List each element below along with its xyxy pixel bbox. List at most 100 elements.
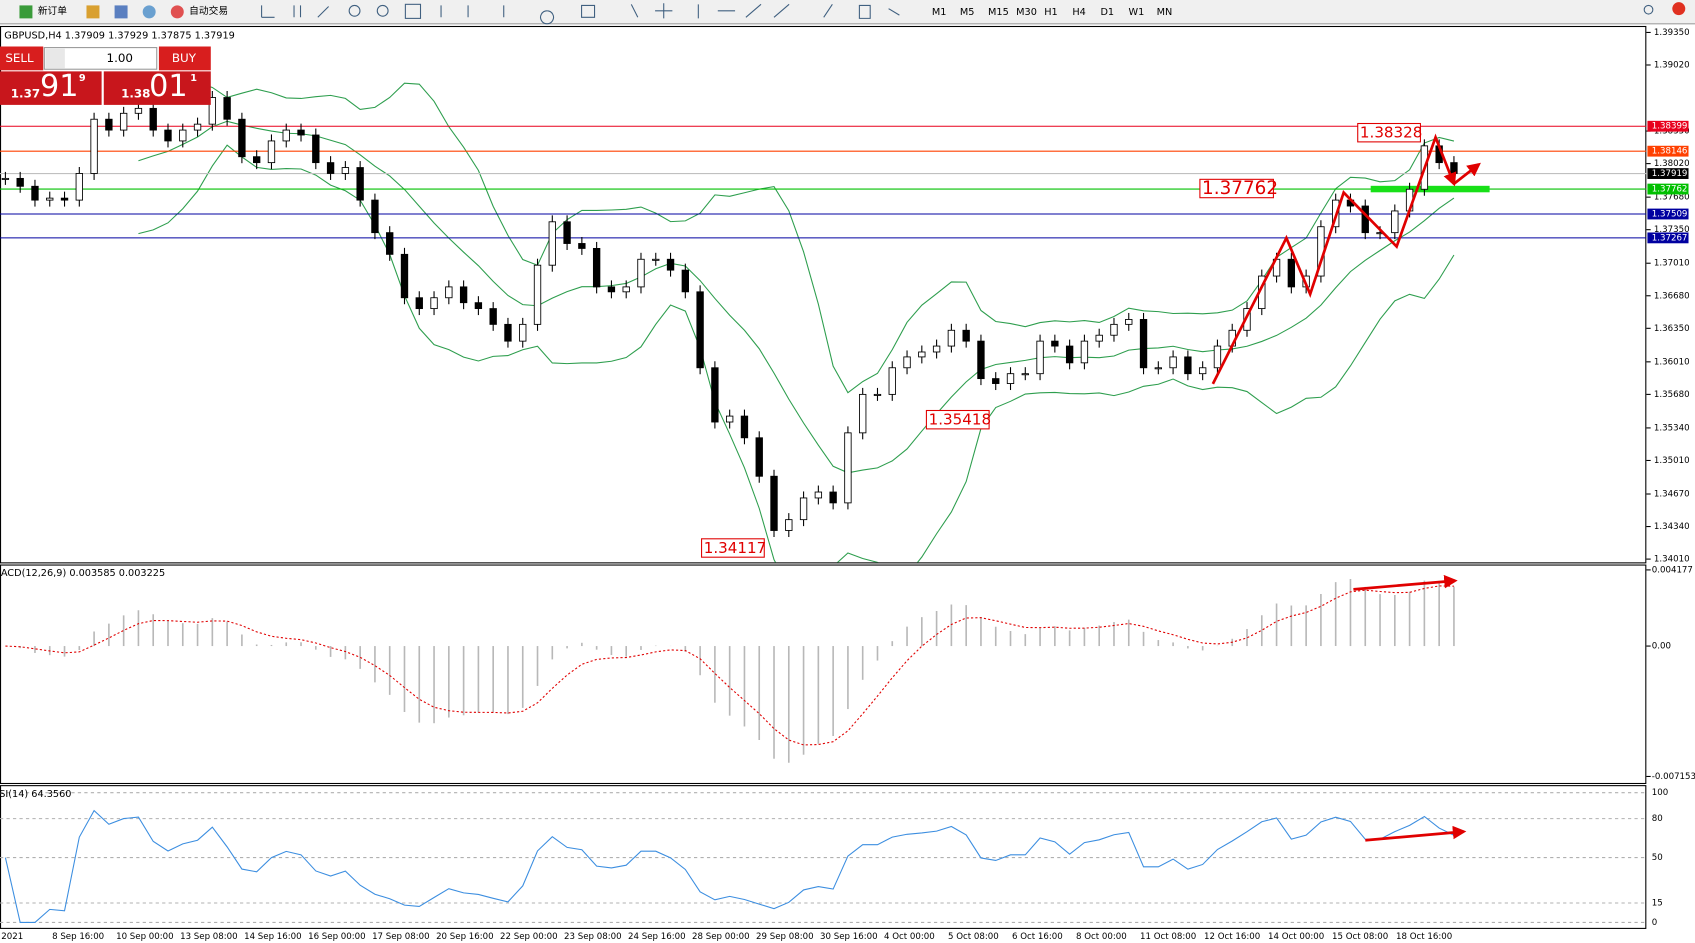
timeframe[interactable]: M30 bbox=[1016, 7, 1037, 18]
candle bbox=[992, 378, 1000, 384]
y-tick-label: 1.37680 bbox=[1654, 193, 1690, 203]
y-tick-label: 1.35680 bbox=[1654, 390, 1690, 400]
notification[interactable] bbox=[1672, 2, 1686, 16]
tool-icon[interactable] bbox=[114, 5, 128, 19]
rsi-line bbox=[4, 809, 1455, 923]
price-annotation: 1.37762 bbox=[1202, 178, 1278, 199]
level-label: 1.37762 bbox=[1652, 185, 1688, 195]
zoom-out[interactable] bbox=[376, 4, 389, 17]
y-tick-label: 100 bbox=[1652, 788, 1668, 798]
candle bbox=[681, 269, 690, 293]
y-tick-label: 0 bbox=[1652, 918, 1657, 928]
high: 1.37929 bbox=[108, 31, 148, 42]
timeframe[interactable]: MN bbox=[1157, 7, 1173, 18]
y-tick-label: 1.37010 bbox=[1654, 259, 1690, 269]
candle bbox=[105, 118, 113, 131]
main-frame bbox=[0, 25, 1647, 564]
x-tick-label: 4 Oct 00:00 bbox=[884, 932, 935, 942]
lots[interactable]: 1.00 bbox=[107, 51, 133, 65]
candle bbox=[666, 258, 675, 271]
sell-label[interactable]: SELL bbox=[5, 51, 34, 65]
candle bbox=[888, 367, 896, 395]
y-tick-label: 1.37350 bbox=[1654, 225, 1690, 235]
tile[interactable] bbox=[404, 3, 422, 19]
close: 1.37919 bbox=[195, 31, 235, 42]
candle bbox=[282, 129, 290, 142]
y-tick-label: 1.38020 bbox=[1654, 159, 1690, 169]
candle bbox=[504, 323, 512, 342]
candle bbox=[1006, 373, 1015, 384]
y-tick-label: 1.36010 bbox=[1654, 357, 1690, 367]
timeframe[interactable]: H1 bbox=[1044, 7, 1057, 18]
x-tick-label: 28 Sep 00:00 bbox=[692, 932, 750, 942]
candle bbox=[1169, 356, 1177, 369]
candle bbox=[637, 258, 645, 288]
timeframe[interactable]: M1 bbox=[932, 7, 947, 18]
candle bbox=[844, 432, 852, 504]
candle bbox=[371, 199, 379, 234]
timeframe[interactable]: M5 bbox=[960, 7, 975, 18]
new-order[interactable]: 新订单 bbox=[38, 4, 67, 17]
candle bbox=[60, 197, 69, 201]
candle bbox=[208, 97, 217, 125]
tool-icon[interactable] bbox=[86, 5, 100, 19]
candle bbox=[1110, 323, 1118, 336]
lots-input[interactable] bbox=[43, 47, 158, 70]
current-price: 1.37919 bbox=[1652, 169, 1688, 179]
price-annotation: 1.34117 bbox=[704, 539, 767, 557]
candle bbox=[592, 247, 601, 288]
y-tick-label: 50 bbox=[1652, 853, 1663, 863]
candle bbox=[814, 491, 823, 499]
timeframe[interactable]: D1 bbox=[1100, 7, 1114, 18]
auto-trading-icon[interactable] bbox=[170, 5, 184, 19]
level-label-bg bbox=[1647, 145, 1689, 157]
level-label: 1.37509 bbox=[1652, 210, 1688, 220]
x-tick-label: 20 Sep 16:00 bbox=[436, 932, 494, 942]
candle bbox=[400, 253, 409, 299]
search[interactable] bbox=[1643, 4, 1654, 15]
macd-arrow bbox=[1353, 574, 1458, 591]
ask-box[interactable] bbox=[103, 71, 211, 105]
candle bbox=[459, 286, 468, 304]
candle bbox=[119, 112, 128, 131]
buy-label[interactable]: BUY bbox=[172, 51, 197, 65]
candle bbox=[932, 345, 941, 353]
price-annotation-box bbox=[1199, 178, 1274, 199]
timeframe[interactable]: W1 bbox=[1129, 7, 1145, 18]
x-tick-label: 29 Sep 08:00 bbox=[756, 932, 814, 942]
auto-trading[interactable]: 自动交易 bbox=[189, 4, 228, 17]
candle bbox=[415, 297, 423, 310]
x-tick-label: 12 Oct 16:00 bbox=[1204, 932, 1260, 942]
ask-pips: 01 bbox=[149, 69, 188, 104]
candle bbox=[785, 519, 793, 531]
y-tick-label: 1.35010 bbox=[1654, 456, 1690, 466]
bid-box[interactable] bbox=[0, 71, 102, 105]
candle bbox=[253, 156, 261, 164]
y-tick-label: 1.35340 bbox=[1654, 423, 1690, 433]
ask-big: 1.38 bbox=[121, 87, 150, 101]
rsi-label: RSI(14) 64.3560 bbox=[0, 789, 71, 800]
x-tick-label: 5 Oct 08:00 bbox=[948, 932, 999, 942]
lots-spinner[interactable] bbox=[45, 48, 65, 69]
symbol-info: GBPUSD,H4 1.37909 1.37929 1.37875 1.3791… bbox=[4, 31, 235, 42]
price-annotation-box bbox=[1357, 122, 1421, 143]
low: 1.37875 bbox=[151, 31, 191, 42]
tool-icon[interactable] bbox=[142, 5, 156, 19]
buy-button[interactable] bbox=[158, 46, 211, 71]
candle bbox=[31, 185, 39, 201]
price-annotation: 1.38328 bbox=[1360, 124, 1423, 142]
x-tick-label: 16 Sep 00:00 bbox=[308, 932, 366, 942]
zoom-in[interactable] bbox=[348, 4, 361, 17]
y-tick-label: -0.007153 bbox=[1652, 772, 1695, 782]
drawing-tools[interactable] bbox=[440, 3, 900, 25]
timeframe[interactable]: H4 bbox=[1072, 7, 1085, 18]
new-order-icon[interactable] bbox=[19, 5, 33, 19]
price-annotation-box bbox=[925, 409, 990, 430]
candle bbox=[1080, 340, 1089, 364]
x-tick-label: 14 Sep 16:00 bbox=[244, 932, 302, 942]
sell-button[interactable] bbox=[0, 46, 44, 71]
timeframe[interactable]: M15 bbox=[988, 7, 1009, 18]
candle bbox=[134, 107, 143, 114]
y-tick-label: 1.34340 bbox=[1654, 522, 1690, 532]
